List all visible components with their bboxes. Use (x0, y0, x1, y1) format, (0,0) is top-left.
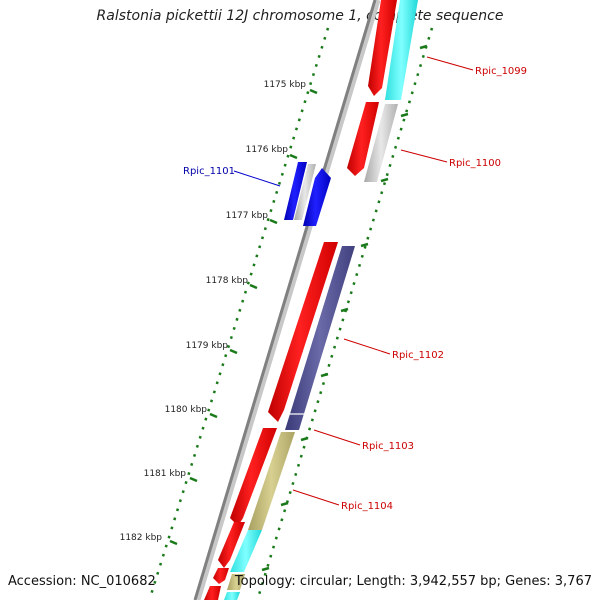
feature-rpic-1103-red[interactable] (230, 428, 277, 526)
feature-cyan-lower[interactable] (230, 530, 262, 572)
feature-red-lower-2[interactable] (213, 568, 229, 584)
feature-rpic-1099-cyan[interactable] (385, 0, 418, 100)
leader-line (313, 429, 361, 446)
leader-line (233, 170, 281, 187)
topology-label: Topology: circular; Length: 3,942,557 bp… (234, 574, 592, 589)
feature-rpic-1104-olive[interactable] (248, 432, 295, 530)
feature-rpic-1101-blue-1[interactable] (284, 162, 307, 220)
scale-label: 1178 kbp (206, 276, 249, 286)
feature-rpic-1100-red[interactable] (347, 102, 379, 176)
feature-red-lower-3[interactable] (204, 586, 221, 600)
leader-line (292, 489, 340, 506)
feature-cyan-bottom[interactable] (224, 592, 240, 600)
backbone-shadow (195, 0, 381, 600)
gene-label-rpic-1099[interactable]: Rpic_1099 (475, 66, 527, 77)
feature-rpic-1101-blue-2[interactable] (303, 168, 331, 226)
scale-label: 1176 kbp (246, 145, 289, 155)
gene-label-rpic-1101[interactable]: Rpic_1101 (183, 166, 235, 177)
gene-label-rpic-1103[interactable]: Rpic_1103 (362, 441, 414, 452)
feature-rpic-1102-red[interactable] (268, 242, 338, 422)
scale-label: 1182 kbp (120, 533, 163, 543)
leader-line (426, 56, 474, 71)
scale-label: 1177 kbp (226, 211, 269, 221)
feature-rpic-1100-grey[interactable] (364, 104, 398, 182)
scale-label: 1175 kbp (264, 80, 307, 90)
gene-label-rpic-1102[interactable]: Rpic_1102 (392, 350, 444, 361)
scale-labels: 1175 kbp 1176 kbp 1177 kbp 1178 kbp 1179… (120, 80, 307, 543)
scale-label: 1180 kbp (165, 405, 208, 415)
backbone-line (193, 0, 377, 600)
gene-label-rpic-1100[interactable]: Rpic_1100 (449, 158, 501, 169)
feature-rpic-1102-purple[interactable] (285, 246, 355, 430)
feature-olive-lower[interactable] (227, 574, 245, 590)
inner-track-dashes (261, 44, 428, 572)
gene-labels: Rpic_1099 Rpic_1100 Rpic_1101 Rpic_1102 … (183, 56, 527, 512)
feature-red-lower-1[interactable] (218, 522, 245, 568)
feature-rpic-1101-grey[interactable] (294, 164, 316, 220)
gene-label-rpic-1104[interactable]: Rpic_1104 (341, 501, 393, 512)
major-ticks (169, 88, 318, 546)
scale-label: 1179 kbp (186, 341, 229, 351)
leader-line (343, 338, 391, 355)
leader-line (400, 149, 448, 163)
scale-label: 1181 kbp (144, 469, 187, 479)
accession-label: Accession: NC_010682 (8, 574, 156, 589)
feature-rpic-1099-red[interactable] (368, 0, 397, 96)
